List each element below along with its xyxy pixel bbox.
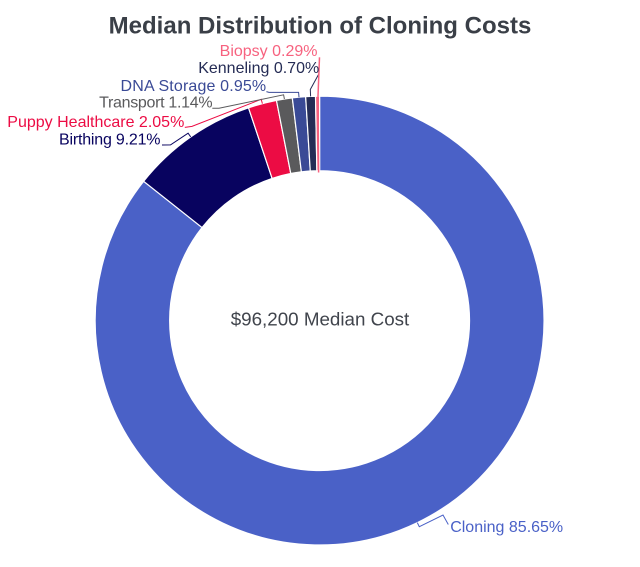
svg-text:Cloning 85.65%: Cloning 85.65% [450, 519, 563, 536]
svg-text:DNA Storage 0.95%: DNA Storage 0.95% [121, 78, 267, 95]
svg-text:Birthing 9.21%: Birthing 9.21% [59, 131, 160, 148]
svg-text:Puppy Healthcare 2.05%: Puppy Healthcare 2.05% [7, 114, 184, 131]
svg-text:Median Distribution of Cloning: Median Distribution of Cloning Costs [109, 13, 532, 40]
svg-text:Kenneling 0.70%: Kenneling 0.70% [198, 60, 319, 77]
svg-text:Transport 1.14%: Transport 1.14% [99, 95, 212, 112]
svg-text:Biopsy 0.29%: Biopsy 0.29% [220, 43, 318, 60]
svg-text:$96,200 Median Cost: $96,200 Median Cost [231, 308, 410, 329]
